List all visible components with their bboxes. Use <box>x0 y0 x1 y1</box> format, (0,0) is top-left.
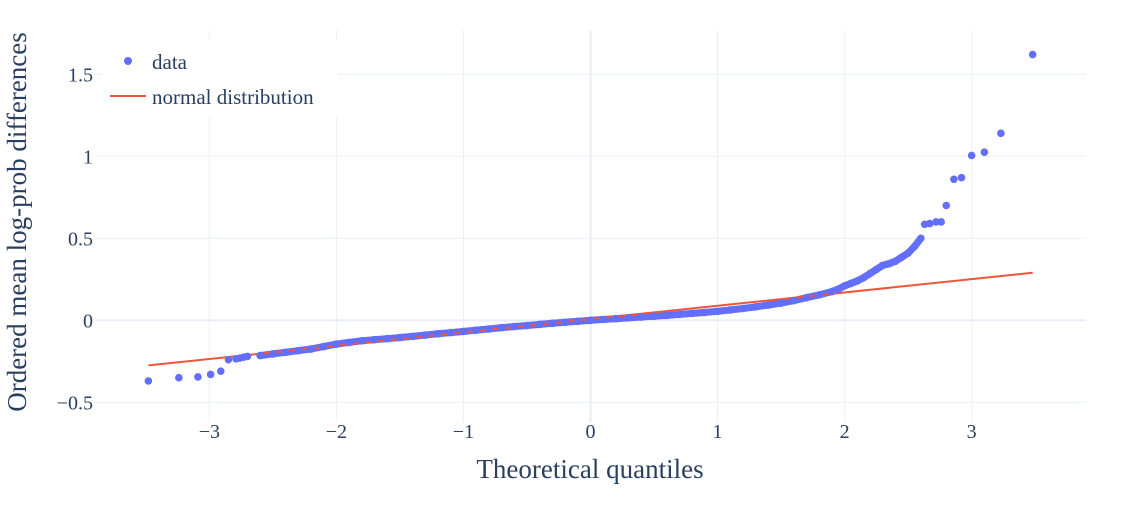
data-point <box>599 315 608 324</box>
data-point <box>802 293 811 302</box>
legend-background <box>102 40 338 116</box>
data-point <box>925 219 934 228</box>
data-point <box>701 308 709 317</box>
x-tick-label: −2 <box>326 421 347 443</box>
data-point <box>891 257 900 266</box>
data-point <box>967 151 976 160</box>
data-point <box>332 340 341 348</box>
x-tick-label: 2 <box>840 421 850 443</box>
x-tick-label: −1 <box>453 421 474 443</box>
data-point <box>408 332 417 341</box>
data-point <box>637 313 646 321</box>
legend[interactable]: data normal distribution <box>102 40 338 116</box>
data-point <box>917 234 925 243</box>
legend-data-marker <box>124 57 132 65</box>
data-point <box>853 277 862 285</box>
data-point <box>216 367 225 375</box>
data-point <box>472 326 480 334</box>
data-point <box>872 265 881 274</box>
data-point <box>847 279 855 288</box>
data-point <box>243 352 252 361</box>
data-point <box>942 201 951 210</box>
data-point <box>726 306 735 314</box>
x-tick-labels: −3 −2 −1 0 1 2 3 <box>199 421 977 443</box>
y-tick-label: 1 <box>83 146 93 168</box>
data-point <box>561 318 569 327</box>
data-point <box>396 333 404 342</box>
data-point <box>878 261 887 270</box>
y-axis-title: Ordered mean log-prob differences <box>2 32 32 412</box>
data-point <box>319 342 328 351</box>
data-point <box>586 316 595 325</box>
data-point <box>535 320 544 329</box>
data-point <box>1028 50 1037 59</box>
y-tick-label: 0 <box>83 310 93 332</box>
data-point <box>383 334 392 343</box>
x-tick-label: 1 <box>713 421 723 443</box>
data-point <box>904 249 912 257</box>
data-point <box>206 370 215 379</box>
data-point <box>764 301 773 309</box>
data-point <box>269 350 277 358</box>
y-tick-label: 1.5 <box>68 64 93 86</box>
data-point <box>573 317 582 326</box>
x-axis-title: Theoretical quantiles <box>476 454 703 484</box>
data-point <box>751 303 760 311</box>
data-point <box>859 273 868 282</box>
x-tick-label: 3 <box>967 421 977 443</box>
data-point <box>662 311 671 320</box>
data-point <box>612 314 620 323</box>
data-point <box>281 348 290 357</box>
data-point <box>997 129 1005 138</box>
series-layer <box>144 50 1037 385</box>
data-point <box>144 377 153 385</box>
data-point <box>950 175 958 184</box>
data-point <box>866 269 874 278</box>
data-point <box>294 346 303 355</box>
data-point <box>739 304 747 313</box>
data-point <box>175 373 183 382</box>
data-point <box>675 310 684 319</box>
data-point <box>897 253 906 261</box>
data-point <box>815 291 823 299</box>
data-point <box>307 345 315 353</box>
data-point <box>789 296 798 305</box>
x-tick-label: −3 <box>199 421 220 443</box>
x-tick-label: 0 <box>586 421 596 443</box>
data-point <box>421 331 430 339</box>
data-point <box>937 218 945 226</box>
data-point <box>980 148 989 156</box>
data-point <box>497 323 506 332</box>
data-point <box>713 307 722 316</box>
data-point <box>256 351 264 360</box>
data-point <box>485 325 493 333</box>
data-point <box>957 173 966 182</box>
data-point <box>885 259 893 268</box>
data-point <box>370 335 379 344</box>
legend-normal-label: normal distribution <box>152 85 314 109</box>
data-point <box>345 338 353 347</box>
data-point <box>358 337 366 345</box>
data-point <box>523 321 531 330</box>
data-point <box>910 242 919 251</box>
y-tick-labels: −0.5 0 0.5 1 1.5 <box>57 64 93 414</box>
data-point <box>548 319 557 328</box>
data-point <box>224 355 233 364</box>
data-point <box>834 285 843 293</box>
data-point <box>624 314 633 322</box>
data-point <box>446 328 455 337</box>
y-tick-label: 0.5 <box>68 228 93 250</box>
data-point <box>828 287 836 296</box>
y-tick-label: −0.5 <box>57 392 93 414</box>
data-point <box>777 299 785 307</box>
data-point <box>510 322 519 331</box>
data-point <box>459 327 468 336</box>
legend-data-label: data <box>152 50 188 74</box>
data-point <box>688 309 696 318</box>
data-point <box>840 282 849 290</box>
data-point <box>650 312 658 321</box>
data-point <box>434 329 442 338</box>
data-point <box>194 373 202 381</box>
